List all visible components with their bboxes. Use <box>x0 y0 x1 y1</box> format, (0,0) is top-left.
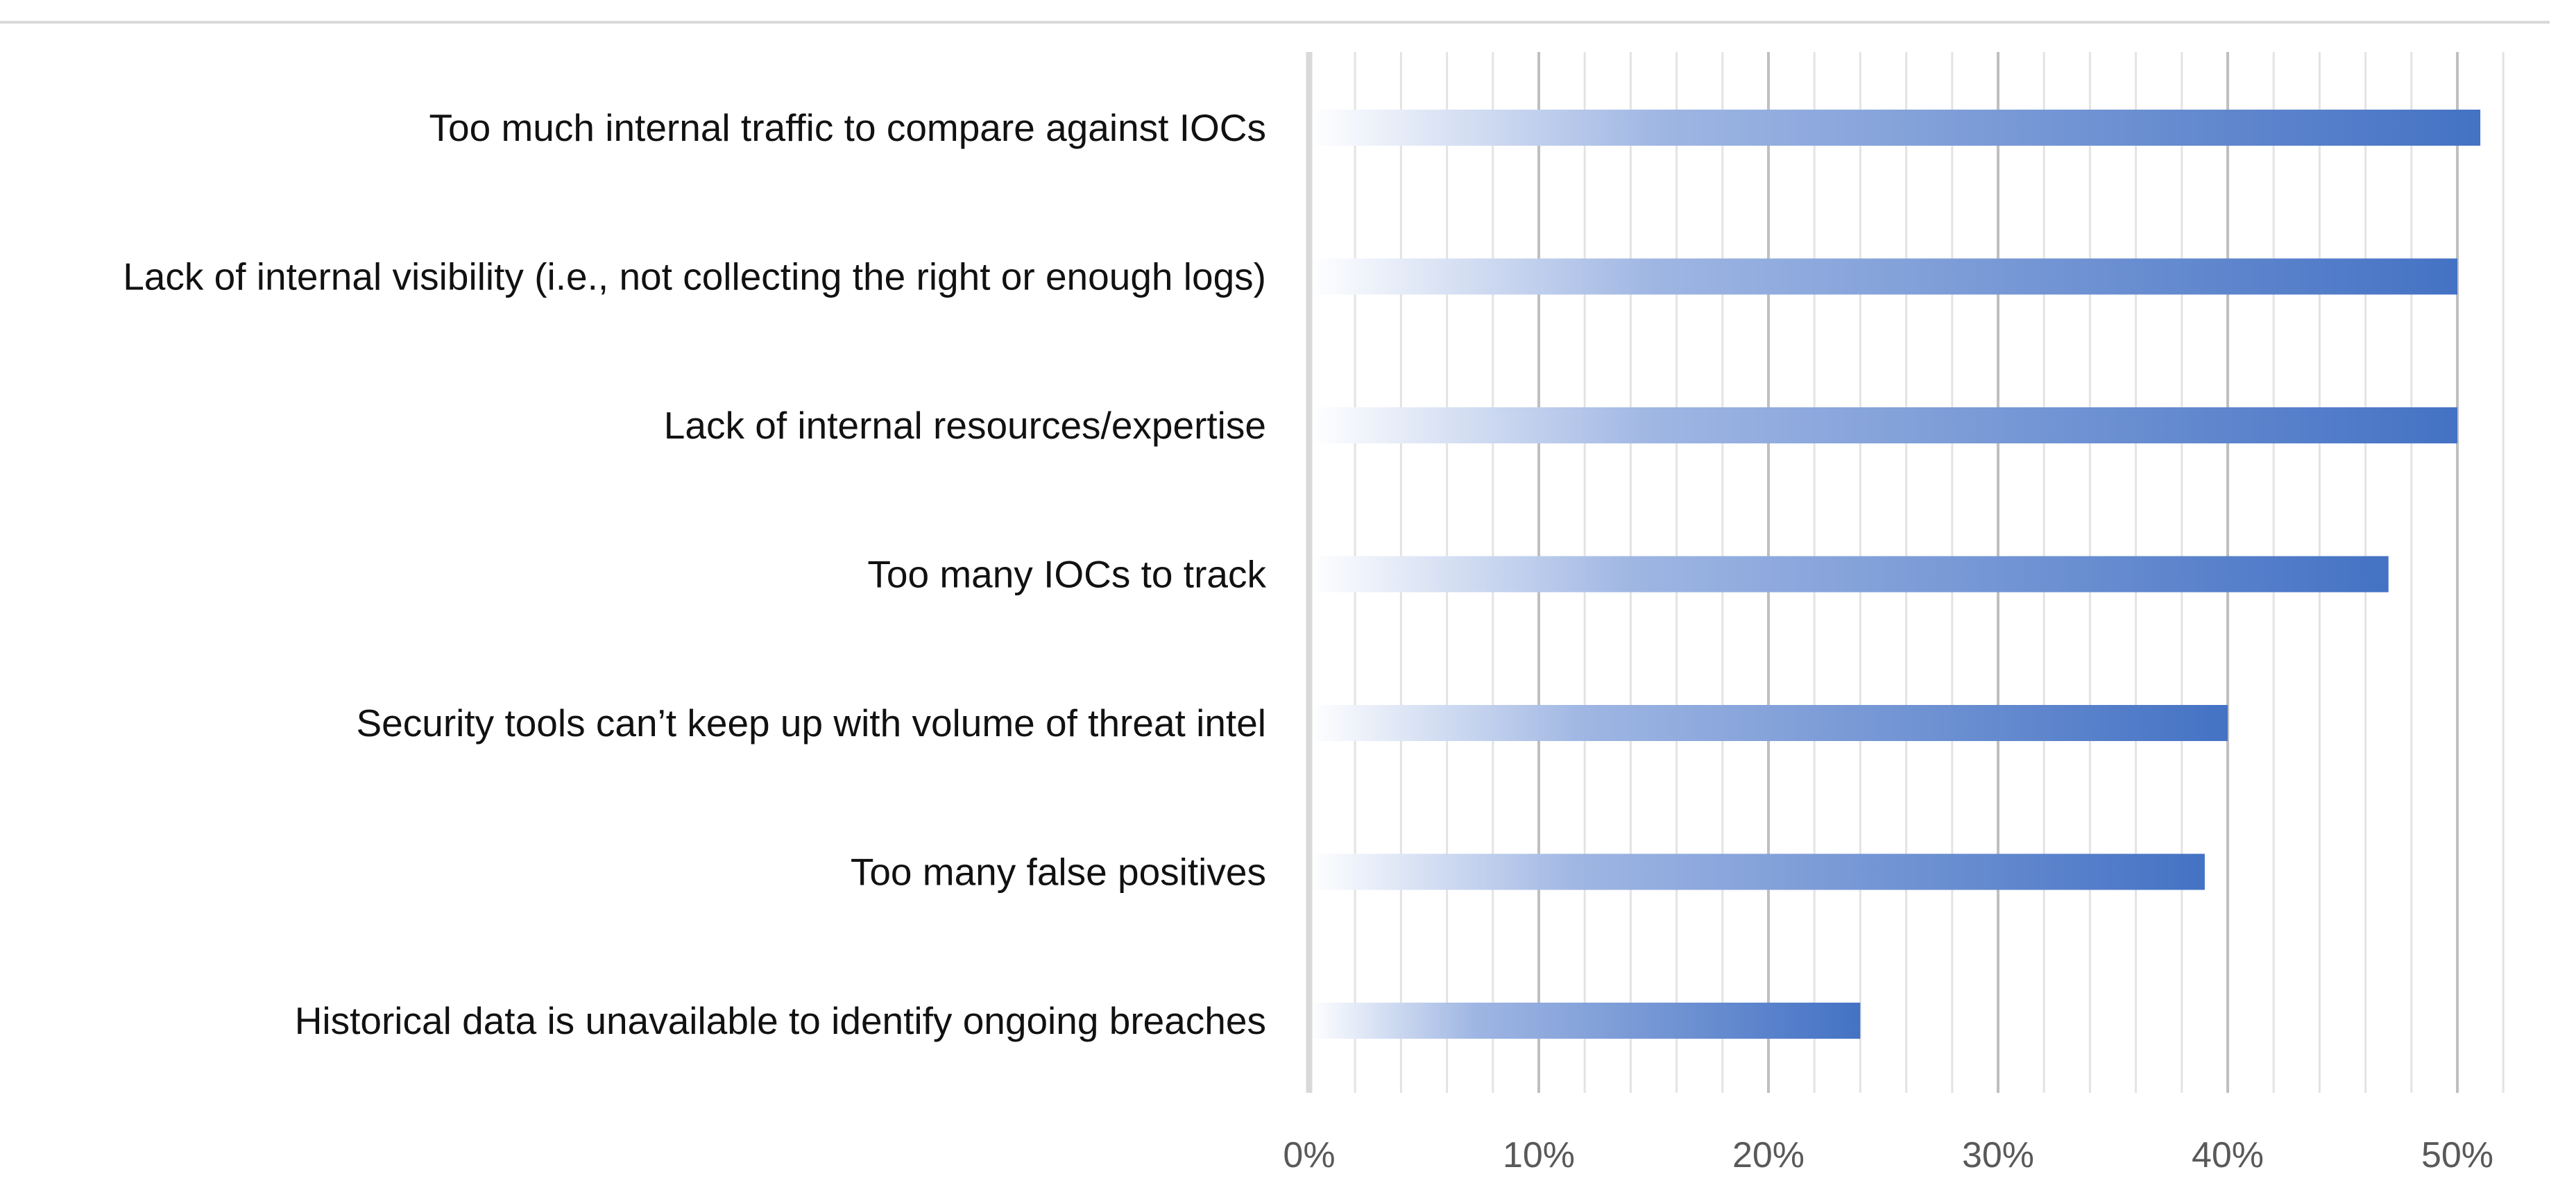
x-tick-label: 50% <box>2421 1135 2493 1175</box>
x-tick-label: 20% <box>1732 1135 1805 1175</box>
category-label: Too many IOCs to track <box>867 553 1266 596</box>
category-label: Too many false positives <box>851 851 1266 894</box>
x-tick-label: 0% <box>1283 1135 1335 1175</box>
category-label: Lack of internal visibility (i.e., not c… <box>123 255 1266 298</box>
category-label: Too much internal traffic to compare aga… <box>429 106 1266 149</box>
category-label: Historical data is unavailable to identi… <box>295 999 1266 1042</box>
x-tick-label: 40% <box>2192 1135 2264 1175</box>
category-label: Lack of internal resources/expertise <box>664 404 1266 447</box>
bar <box>1309 1003 1861 1039</box>
x-axis-tick-labels: 0% 10% 20% 30% 40% 50% <box>1283 1135 2493 1175</box>
bar <box>1309 110 2481 146</box>
bars <box>1309 110 2481 1039</box>
bar <box>1309 853 2205 890</box>
bar <box>1309 258 2457 295</box>
x-tick-label: 30% <box>1962 1135 2034 1175</box>
category-labels: Too much internal traffic to compare aga… <box>123 106 1266 1042</box>
bar <box>1309 705 2228 741</box>
bar <box>1309 556 2389 593</box>
bar <box>1309 407 2457 443</box>
x-tick-label: 10% <box>1503 1135 1575 1175</box>
category-label: Security tools can’t keep up with volume… <box>356 701 1266 745</box>
